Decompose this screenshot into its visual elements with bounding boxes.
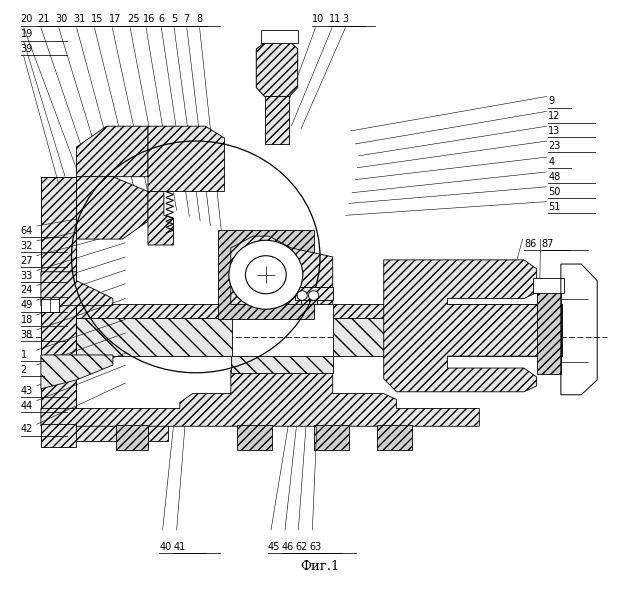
Text: 9: 9 xyxy=(548,97,554,106)
Text: 25: 25 xyxy=(127,14,140,24)
Text: 15: 15 xyxy=(92,14,104,24)
Text: 45: 45 xyxy=(268,542,280,552)
Text: 49: 49 xyxy=(20,300,33,310)
Text: 48: 48 xyxy=(548,172,561,182)
Polygon shape xyxy=(41,355,113,389)
Text: 30: 30 xyxy=(56,14,68,24)
Circle shape xyxy=(297,291,307,300)
Polygon shape xyxy=(41,299,59,312)
Polygon shape xyxy=(148,126,225,192)
Polygon shape xyxy=(264,97,289,144)
Text: 12: 12 xyxy=(548,111,561,121)
Polygon shape xyxy=(41,424,76,447)
Text: 7: 7 xyxy=(184,14,190,24)
Text: 5: 5 xyxy=(171,14,177,24)
Text: 18: 18 xyxy=(20,315,33,325)
Text: 4: 4 xyxy=(548,157,554,167)
Polygon shape xyxy=(41,304,232,318)
Text: 24: 24 xyxy=(20,285,33,296)
Circle shape xyxy=(246,256,286,294)
Polygon shape xyxy=(77,126,148,177)
Text: 31: 31 xyxy=(74,14,86,24)
Polygon shape xyxy=(218,230,314,319)
Text: 64: 64 xyxy=(20,226,33,236)
Polygon shape xyxy=(314,425,349,450)
Text: 87: 87 xyxy=(541,239,554,249)
Polygon shape xyxy=(378,425,412,450)
Text: 42: 42 xyxy=(20,424,33,435)
Circle shape xyxy=(308,291,319,300)
Text: 62: 62 xyxy=(295,542,308,552)
Polygon shape xyxy=(41,423,168,441)
Polygon shape xyxy=(294,287,333,300)
Text: 51: 51 xyxy=(548,202,561,212)
Text: 13: 13 xyxy=(548,126,561,136)
Text: 50: 50 xyxy=(548,187,561,197)
Polygon shape xyxy=(41,177,76,426)
Text: 33: 33 xyxy=(20,270,33,281)
Text: 17: 17 xyxy=(109,14,122,24)
Polygon shape xyxy=(384,260,562,392)
Polygon shape xyxy=(256,37,298,97)
Text: 2: 2 xyxy=(20,365,27,375)
Text: 40: 40 xyxy=(159,542,172,552)
Polygon shape xyxy=(537,290,561,374)
Text: 27: 27 xyxy=(20,256,33,266)
Circle shape xyxy=(257,266,275,283)
Polygon shape xyxy=(148,192,173,245)
Polygon shape xyxy=(231,236,333,304)
Polygon shape xyxy=(333,304,562,318)
Text: 8: 8 xyxy=(196,14,202,24)
Polygon shape xyxy=(261,30,298,43)
Polygon shape xyxy=(41,272,113,306)
Polygon shape xyxy=(237,425,272,450)
Text: 41: 41 xyxy=(173,542,186,552)
Text: 3: 3 xyxy=(342,14,348,24)
Text: 43: 43 xyxy=(20,386,33,396)
Text: 21: 21 xyxy=(38,14,50,24)
Text: 38: 38 xyxy=(20,330,33,340)
Polygon shape xyxy=(77,177,148,239)
Polygon shape xyxy=(41,318,232,356)
Text: 1: 1 xyxy=(20,350,27,360)
Text: 46: 46 xyxy=(282,542,294,552)
Text: 63: 63 xyxy=(309,542,321,552)
Text: 39: 39 xyxy=(20,44,33,54)
Circle shape xyxy=(229,240,303,309)
Text: 44: 44 xyxy=(20,401,33,411)
Text: 11: 11 xyxy=(329,14,341,24)
Polygon shape xyxy=(116,425,148,450)
Text: Фиг.1: Фиг.1 xyxy=(300,560,340,573)
Text: 32: 32 xyxy=(20,241,33,251)
Text: 10: 10 xyxy=(312,14,324,24)
Text: 6: 6 xyxy=(158,14,164,24)
Text: 23: 23 xyxy=(548,141,561,151)
Polygon shape xyxy=(41,370,479,426)
Text: 20: 20 xyxy=(20,14,33,24)
Text: 16: 16 xyxy=(143,14,155,24)
Polygon shape xyxy=(333,318,562,356)
Text: 19: 19 xyxy=(20,29,33,39)
Polygon shape xyxy=(534,278,564,293)
Text: 86: 86 xyxy=(524,239,536,249)
Polygon shape xyxy=(231,356,333,373)
